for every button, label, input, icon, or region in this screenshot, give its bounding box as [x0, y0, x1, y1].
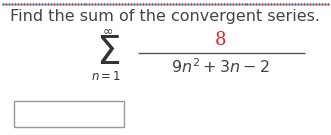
Text: 8: 8	[214, 31, 226, 49]
Text: $9n^2 + 3n - 2$: $9n^2 + 3n - 2$	[171, 59, 269, 77]
Text: Find the sum of the convergent series.: Find the sum of the convergent series.	[10, 9, 320, 24]
Text: $n = 1$: $n = 1$	[91, 70, 121, 84]
Bar	[14, 101, 124, 127]
Text: $\Sigma$: $\Sigma$	[96, 35, 120, 72]
Text: $\infty$: $\infty$	[102, 24, 114, 38]
